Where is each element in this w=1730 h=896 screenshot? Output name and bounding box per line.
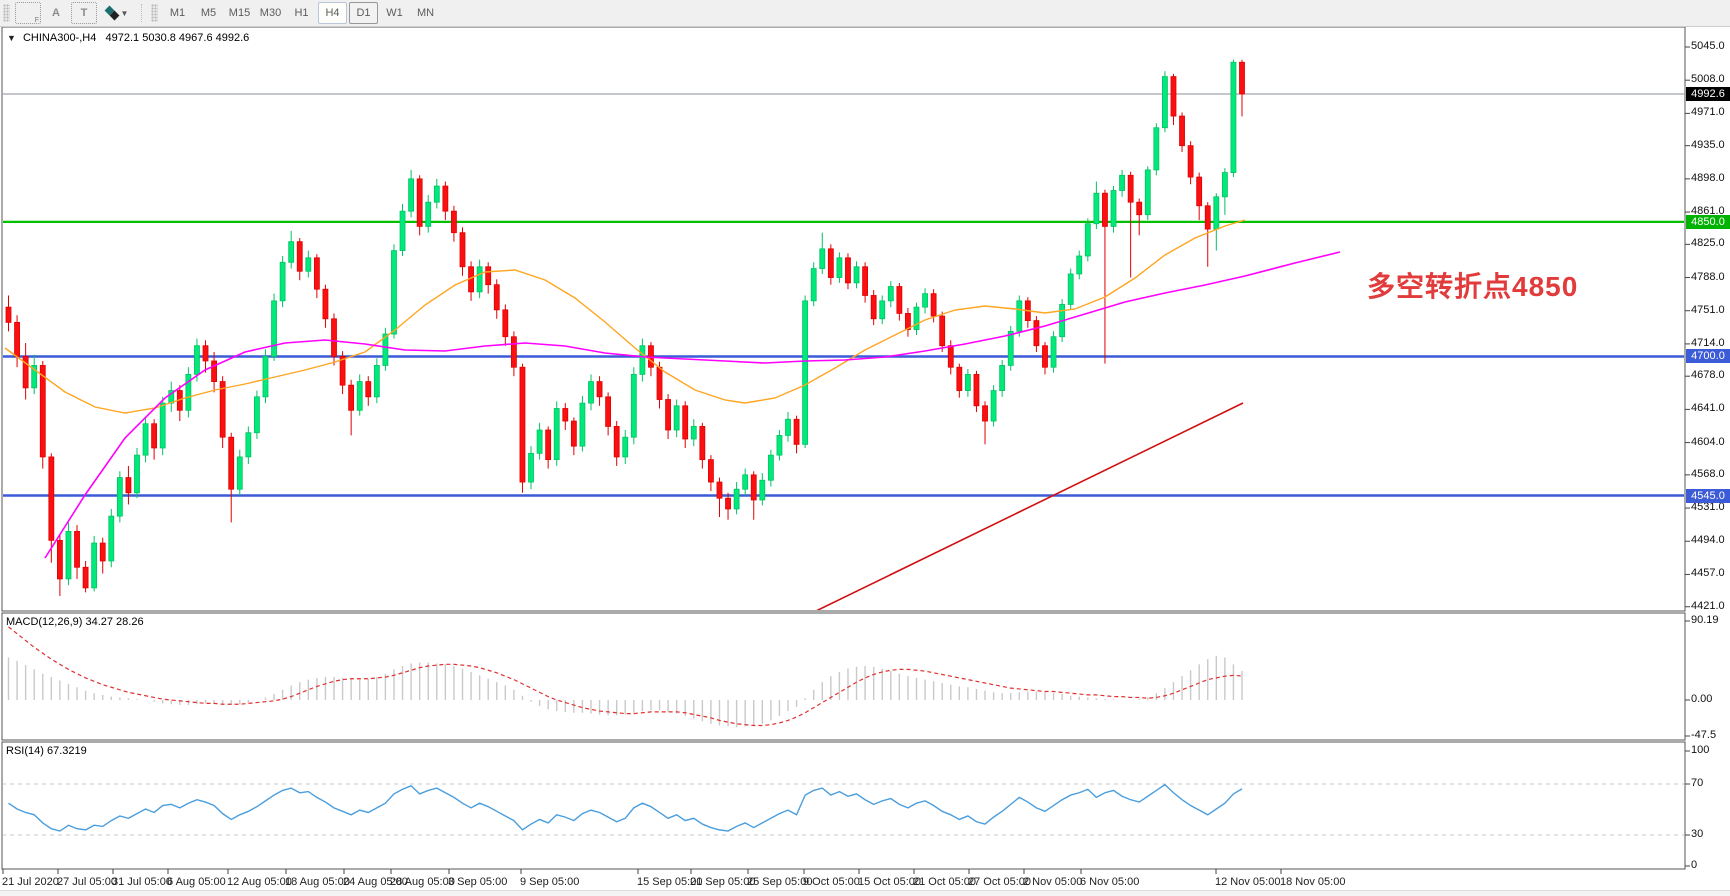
time-tick-label: 6 Nov 05:00: [1080, 876, 1140, 888]
time-tick-label: 27 Jul 05:00: [57, 876, 117, 888]
toolbar-separator: [141, 4, 143, 22]
text-label-icon[interactable]: A: [52, 7, 60, 19]
price-tick-label: 4825.0: [1691, 237, 1725, 250]
price-tick-label: 4421.0: [1691, 599, 1725, 612]
timeframe-button-mn[interactable]: MN: [416, 7, 435, 19]
text-box-icon[interactable]: T: [71, 2, 97, 24]
time-tick-label: 24 Aug 05:00: [343, 876, 408, 888]
timeframe-button-m30[interactable]: M30: [259, 7, 282, 19]
time-tick-label: 21 Oct 05:00: [913, 876, 976, 888]
rsi-scale-label: 30: [1691, 828, 1704, 840]
time-tick-label: 9 Oct 05:00: [803, 876, 860, 888]
time-tick-label: 3 Sep 05:00: [448, 876, 508, 888]
chart-ohlc-values: 4972.1 5030.8 4967.6 4992.6: [105, 32, 250, 44]
time-tick-label: 12 Aug 05:00: [227, 876, 292, 888]
price-tick-label: 4531.0: [1691, 501, 1725, 514]
time-tick-label: 2 Nov 05:00: [1023, 876, 1083, 888]
timeframe-button-h4[interactable]: H4: [318, 2, 347, 24]
time-tick-label: 25 Sep 05:00: [747, 876, 813, 888]
time-tick-label: 15 Oct 05:00: [858, 876, 921, 888]
timeframe-button-m15[interactable]: M15: [228, 7, 251, 19]
price-tick-label: 4788.0: [1691, 270, 1725, 283]
price-badge: 4545.0: [1686, 488, 1730, 503]
price-badge: 4700.0: [1686, 349, 1730, 364]
price-tick-label: 4935.0: [1691, 138, 1725, 151]
price-tick-label: 4971.0: [1691, 106, 1725, 119]
time-tick-label: 21 Jul 2020: [2, 876, 59, 888]
time-tick-label: 28 Aug 05:00: [390, 876, 455, 888]
timeframe-button-m1[interactable]: M1: [169, 7, 186, 19]
macd-scale-label: 0.00: [1691, 693, 1713, 705]
price-tick-label: 4751.0: [1691, 303, 1725, 316]
time-tick-label: 15 Sep 05:00: [637, 876, 703, 888]
toolbar: F A T ▼ M1 M5 M15 M30 H1 H4 D1 W1 MN: [0, 0, 1730, 27]
price-tick-label: 4641.0: [1691, 402, 1725, 415]
timeframe-button-m5[interactable]: M5: [200, 7, 217, 19]
price-tick-label: 5008.0: [1691, 73, 1725, 86]
time-tick-label: 31 Jul 05:00: [112, 876, 172, 888]
rsi-scale-label: 70: [1691, 777, 1704, 789]
rsi-indicator-label: RSI(14) 67.3219: [6, 745, 87, 757]
dropdown-caret-icon: ▼: [120, 8, 129, 18]
time-tick-label: 27 Oct 05:00: [968, 876, 1031, 888]
price-tick-label: 4568.0: [1691, 467, 1725, 480]
price-tick-label: 4898.0: [1691, 171, 1725, 184]
timeframe-button-h1[interactable]: H1: [294, 7, 309, 19]
window-bottom-edge: [0, 890, 1730, 896]
toolbar-grip[interactable]: [3, 4, 10, 22]
chart-collapse-icon[interactable]: ▼: [7, 33, 16, 43]
chart-symbol-timeframe: CHINA300-,H4: [22, 32, 97, 44]
price-badge: 4992.6: [1686, 87, 1730, 101]
time-tick-label: 21 Sep 05:00: [690, 876, 756, 888]
price-tick-label: 4678.0: [1691, 369, 1725, 382]
time-tick-label: 9 Sep 05:00: [520, 876, 580, 888]
chart-title: ▼ CHINA300-,H4 4972.1 5030.8 4967.6 4992…: [7, 32, 249, 44]
macd-scale-label: 90.19: [1691, 614, 1719, 626]
price-tick-label: 5045.0: [1691, 40, 1725, 52]
macd-scale-label: -47.5: [1691, 729, 1717, 741]
time-tick-label: 6 Aug 05:00: [167, 876, 226, 888]
rsi-scale-label: 100: [1691, 744, 1710, 756]
price-tick-label: 4494.0: [1691, 534, 1725, 547]
macd-indicator-label: MACD(12,26,9) 34.27 28.26: [6, 616, 144, 628]
price-tick-label: 4714.0: [1691, 336, 1725, 349]
cursor-f-icon[interactable]: F: [15, 2, 41, 24]
price-tick-label: 4457.0: [1691, 567, 1725, 580]
chart-annotation-text: 多空转折点4850: [1367, 271, 1579, 302]
time-tick-label: 12 Nov 05:00: [1215, 876, 1281, 888]
timeframe-button-w1[interactable]: W1: [386, 7, 403, 19]
toolbar-grip-2[interactable]: [151, 4, 158, 22]
rsi-scale-label: 0: [1691, 859, 1698, 871]
timeframe-group: M1 M5 M15 M30 H1 H4 D1 W1 MN: [162, 2, 441, 24]
time-tick-label: 18 Nov 05:00: [1280, 876, 1346, 888]
line-studies-icon[interactable]: ▼: [99, 2, 135, 24]
timeframe-button-d1[interactable]: D1: [349, 2, 378, 24]
price-tick-label: 4604.0: [1691, 435, 1725, 448]
price-badge: 4850.0: [1686, 214, 1730, 229]
price-tick-label: 4861.0: [1691, 205, 1725, 218]
time-tick-label: 18 Aug 05:00: [285, 876, 350, 888]
